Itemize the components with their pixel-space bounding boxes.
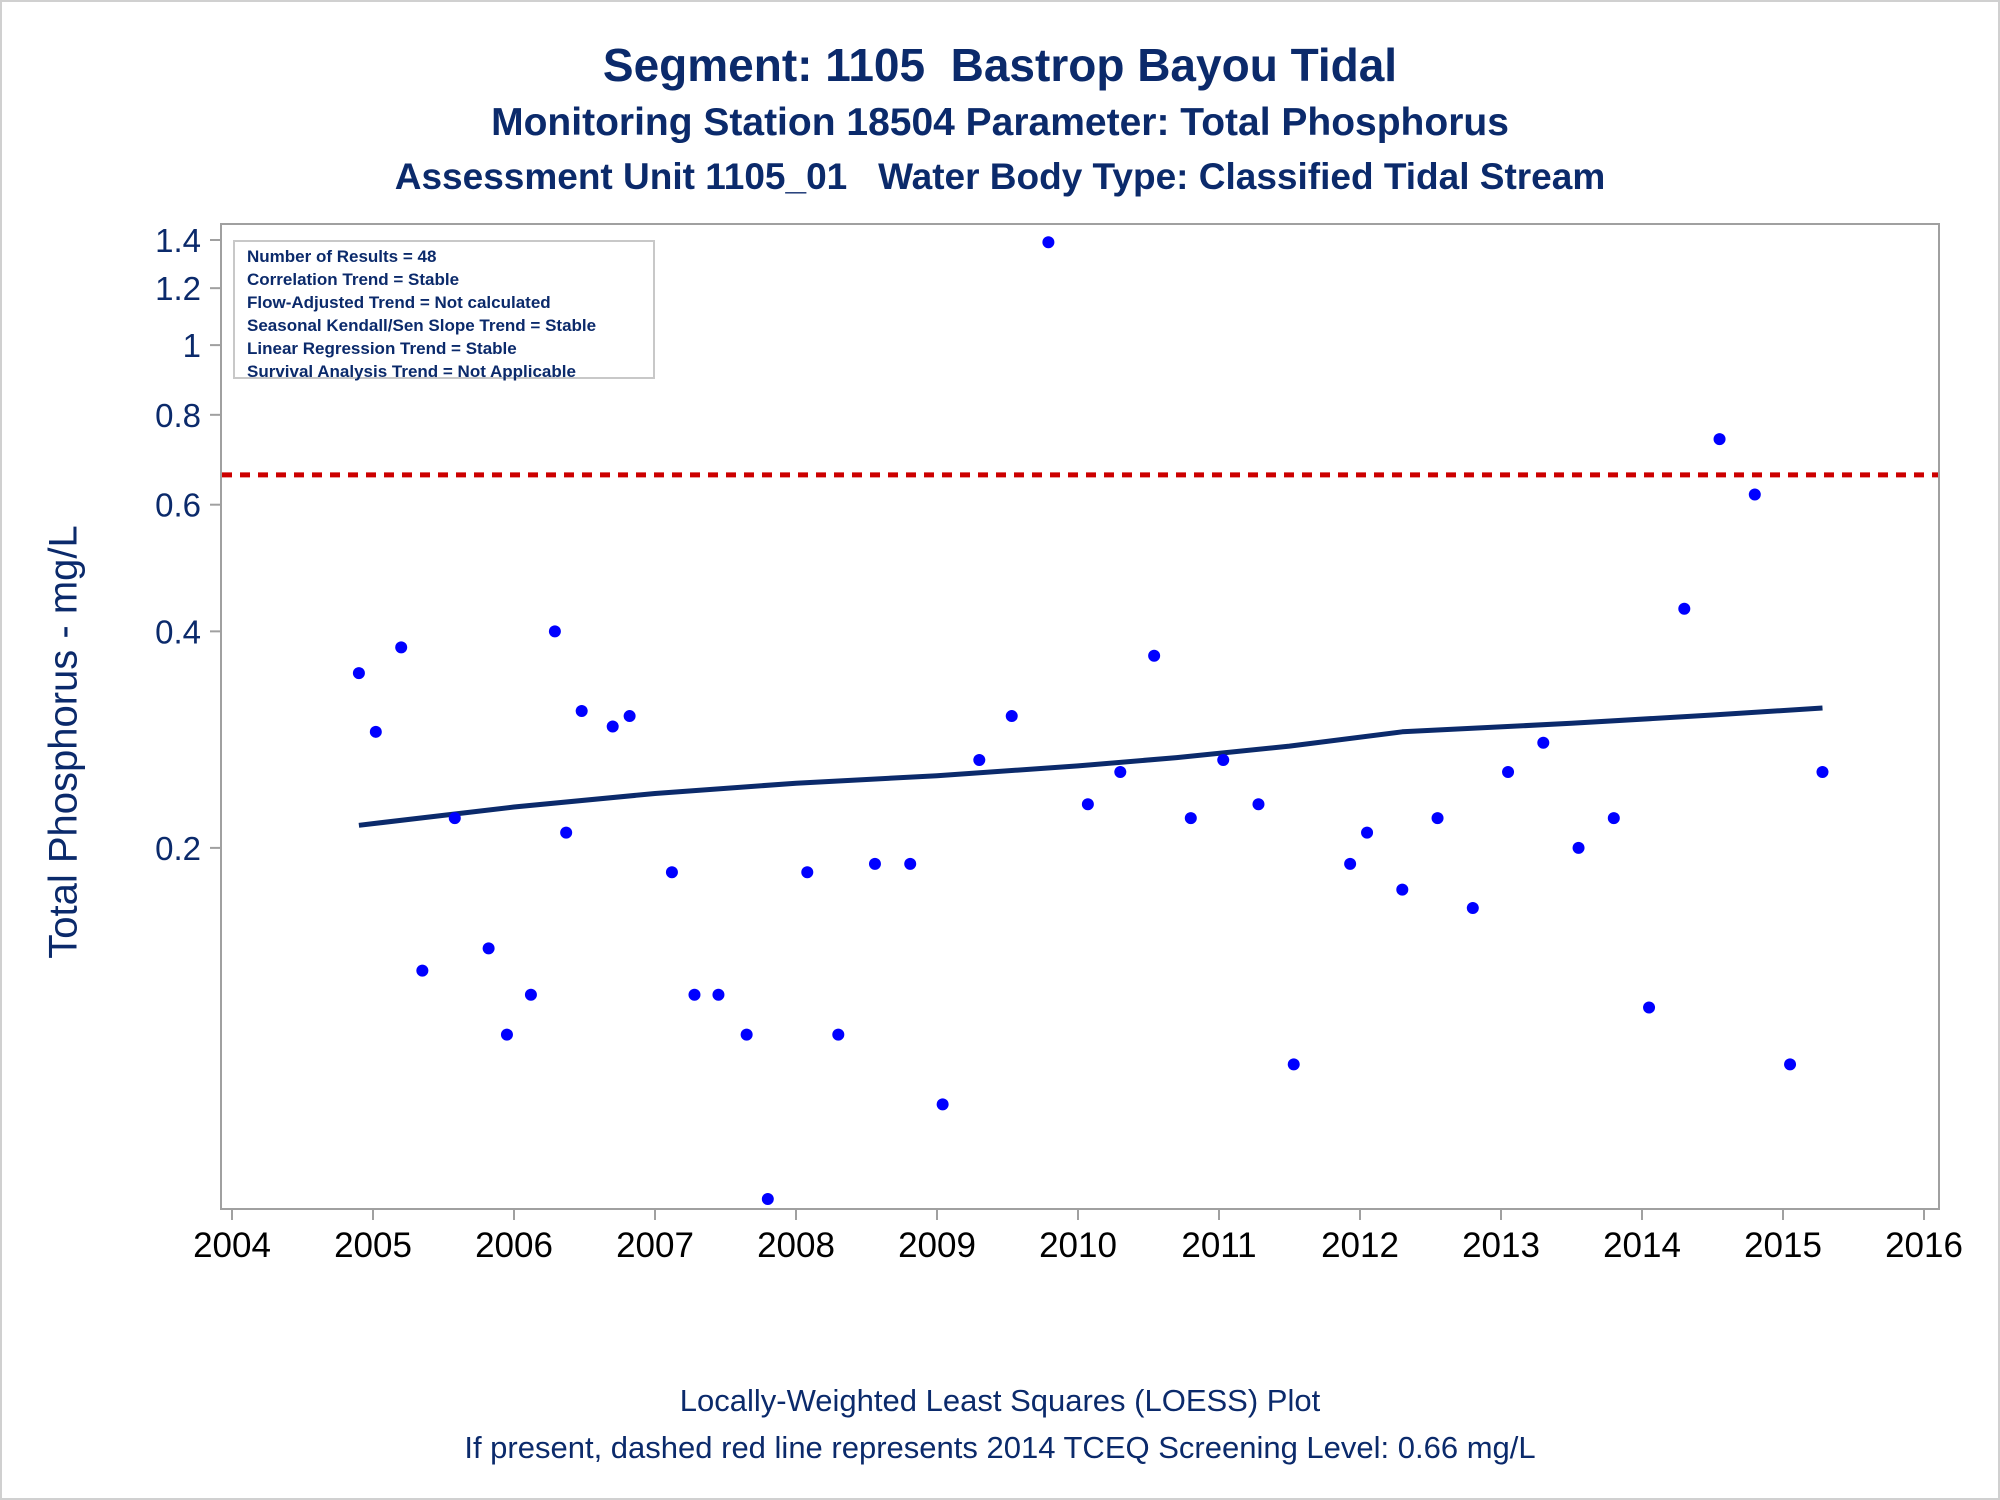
x-tick-label-2007: 2007 (616, 1226, 694, 1265)
data-point-45 (1713, 433, 1726, 446)
data-point-47 (1784, 1058, 1797, 1071)
data-point-17 (740, 1028, 753, 1041)
data-point-8 (524, 988, 537, 1001)
data-point-6 (482, 942, 495, 955)
x-tick-label-2006: 2006 (475, 1226, 553, 1265)
data-point-42 (1607, 812, 1620, 825)
data-point-24 (973, 753, 986, 766)
y-tick-label-1.2: 1.2 (155, 270, 201, 307)
x-tick-label-2012: 2012 (1321, 1226, 1399, 1265)
footnote-screening-level: If present, dashed red line represents 2… (464, 1430, 1536, 1465)
data-point-21 (868, 857, 881, 870)
data-point-25 (1005, 710, 1018, 723)
data-point-16 (712, 988, 725, 1001)
x-tick-label-2005: 2005 (334, 1226, 412, 1265)
y-axis: 0.2 0.4 0.6 0.8 1 1.2 1.4 (155, 222, 221, 867)
data-point-9 (548, 625, 561, 638)
data-point-29 (1148, 649, 1161, 662)
x-tick-label-2014: 2014 (1603, 1226, 1681, 1265)
x-tick-label-2010: 2010 (1039, 1226, 1117, 1265)
data-point-11 (575, 704, 588, 717)
x-tick-label-2015: 2015 (1744, 1226, 1822, 1265)
y-tick-label-1: 1 (183, 327, 201, 364)
data-point-3 (395, 641, 408, 654)
info-number-of-results: Number of Results = 48 (247, 247, 437, 266)
footnote-loess: Locally-Weighted Least Squares (LOESS) P… (679, 1383, 1321, 1418)
y-tick-label-0.4: 0.4 (155, 613, 201, 650)
chart-subtitle-assessment: Assessment Unit 1105_01 Water Body Type:… (394, 156, 1606, 197)
data-point-31 (1217, 753, 1230, 766)
data-point-28 (1114, 765, 1127, 778)
data-point-34 (1344, 857, 1357, 870)
data-point-39 (1502, 765, 1515, 778)
data-point-30 (1184, 812, 1197, 825)
x-tick-label-2013: 2013 (1462, 1226, 1540, 1265)
data-point-35 (1361, 826, 1374, 839)
x-tick-label-2009: 2009 (898, 1226, 976, 1265)
info-survival-analysis-trend: Survival Analysis Trend = Not Applicable (247, 362, 576, 381)
y-tick-label-1.4: 1.4 (155, 222, 201, 259)
data-point-23 (936, 1098, 949, 1111)
data-point-10 (560, 826, 573, 839)
loess-curve (358, 705, 1823, 828)
data-point-7 (500, 1028, 513, 1041)
data-points-group (352, 236, 1829, 1205)
trend-info-box: Number of Results = 48 Correlation Trend… (233, 240, 655, 381)
data-point-15 (688, 988, 701, 1001)
data-point-22 (904, 857, 917, 870)
x-tick-label-2016: 2016 (1885, 1226, 1963, 1265)
data-point-32 (1252, 798, 1265, 811)
data-point-14 (665, 866, 678, 879)
data-point-46 (1748, 488, 1761, 501)
data-point-19 (801, 866, 814, 879)
data-point-12 (606, 720, 619, 733)
data-point-2 (369, 725, 382, 738)
info-correlation-trend: Correlation Trend = Stable (247, 270, 460, 289)
x-axis: 2004 2005 2006 2007 2008 2009 2010 2011 2012 2013… (193, 1209, 1963, 1265)
data-point-27 (1081, 798, 1094, 811)
data-point-36 (1396, 883, 1409, 896)
chart-subtitle-station: Monitoring Station 18504 Parameter: Tota… (491, 101, 1509, 144)
loess-curve-group (358, 705, 1823, 828)
y-tick-label-0.8: 0.8 (155, 397, 201, 434)
info-linear-regression-trend: Linear Regression Trend = Stable (247, 339, 517, 358)
chart-title: Segment: 1105 Bastrop Bayou Tidal (602, 39, 1398, 91)
data-point-40 (1537, 736, 1550, 749)
data-point-44 (1678, 602, 1691, 615)
data-point-43 (1643, 1001, 1656, 1014)
x-tick-label-2004: 2004 (193, 1226, 271, 1265)
x-tick-label-2008: 2008 (757, 1226, 835, 1265)
data-point-33 (1287, 1058, 1300, 1071)
data-point-38 (1466, 901, 1479, 914)
data-point-1 (352, 667, 365, 680)
info-flow-adjusted-trend: Flow-Adjusted Trend = Not calculated (247, 293, 551, 312)
y-tick-label-0.6: 0.6 (155, 487, 201, 524)
data-point-48 (1816, 765, 1829, 778)
data-point-37 (1431, 812, 1444, 825)
info-seasonal-kendall-trend: Seasonal Kendall/Sen Slope Trend = Stabl… (247, 316, 597, 335)
data-point-18 (761, 1193, 774, 1205)
data-point-26 (1042, 236, 1055, 249)
y-tick-label-0.2: 0.2 (155, 830, 201, 867)
plot-area (220, 223, 1940, 1210)
x-tick-label-2011: 2011 (1181, 1226, 1256, 1265)
data-point-41 (1572, 841, 1585, 854)
data-point-4 (416, 964, 429, 977)
data-point-13 (623, 710, 636, 723)
data-point-20 (832, 1028, 845, 1041)
data-point-5 (448, 812, 461, 825)
